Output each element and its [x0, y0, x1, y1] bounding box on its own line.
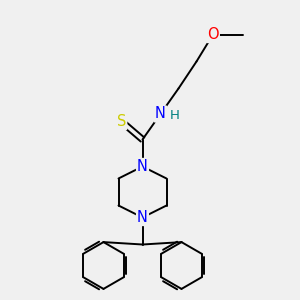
- Text: N: N: [155, 106, 166, 122]
- Text: S: S: [117, 114, 126, 129]
- Text: N: N: [137, 210, 148, 225]
- Text: N: N: [137, 159, 148, 174]
- Text: H: H: [170, 109, 180, 122]
- Text: O: O: [207, 27, 219, 42]
